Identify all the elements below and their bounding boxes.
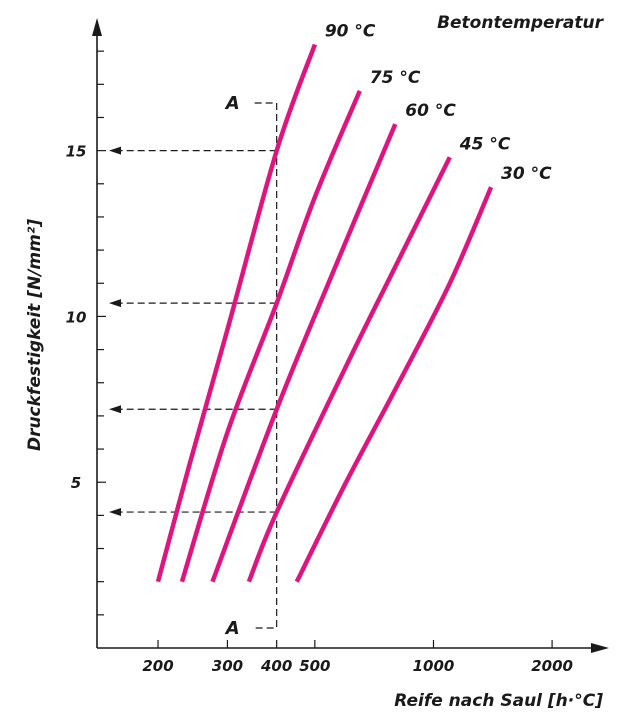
series-curve bbox=[246, 156, 452, 583]
series-label: 45 °C bbox=[459, 134, 511, 154]
y-ticks: 5 10 15 bbox=[66, 50, 106, 616]
reading-arrowhead bbox=[109, 508, 121, 517]
x-tick-label: 1000 bbox=[413, 657, 455, 675]
x-tick-label: 2000 bbox=[531, 657, 573, 675]
x-axis-label: Reife nach Saul [h·°C] bbox=[394, 691, 603, 711]
reading-arrowhead bbox=[109, 405, 121, 414]
series-curve bbox=[294, 186, 494, 583]
x-axis-arrow bbox=[591, 643, 609, 653]
x-tick-label: 400 bbox=[260, 657, 292, 675]
reference-lines: AA bbox=[109, 93, 278, 639]
series-labels: 90 °C 75 °C 60 °C45 °C 30 °C bbox=[325, 22, 552, 185]
reading-arrowhead bbox=[109, 146, 121, 155]
series-curve bbox=[179, 90, 362, 583]
y-tick-label: 15 bbox=[66, 143, 87, 161]
reference-label-top: A bbox=[224, 93, 240, 114]
x-ticks: 200 300 400 500 1000 2000 bbox=[142, 640, 573, 675]
series-curve bbox=[210, 123, 398, 583]
series-label: 30 °C bbox=[501, 164, 552, 184]
x-tick-label: 300 bbox=[212, 657, 243, 675]
reading-arrowhead bbox=[109, 299, 121, 308]
y-tick-label: 10 bbox=[66, 308, 87, 326]
series-label: 75 °C bbox=[370, 68, 421, 88]
chart-title: Betontemperatur bbox=[437, 13, 605, 33]
series-label: 90 °C bbox=[325, 22, 376, 42]
reference-label-bottom: A bbox=[224, 618, 240, 639]
y-tick-label: 5 bbox=[71, 474, 81, 492]
series-label: 60 °C bbox=[405, 101, 456, 121]
y-axis-label: Druckfestigkeit [N/mm²] bbox=[25, 219, 45, 451]
x-tick-label: 500 bbox=[299, 657, 330, 675]
axes bbox=[92, 18, 609, 653]
series-curve bbox=[155, 43, 318, 583]
y-axis-arrow bbox=[92, 18, 102, 36]
x-tick-label: 200 bbox=[142, 657, 173, 675]
curves bbox=[155, 43, 494, 583]
